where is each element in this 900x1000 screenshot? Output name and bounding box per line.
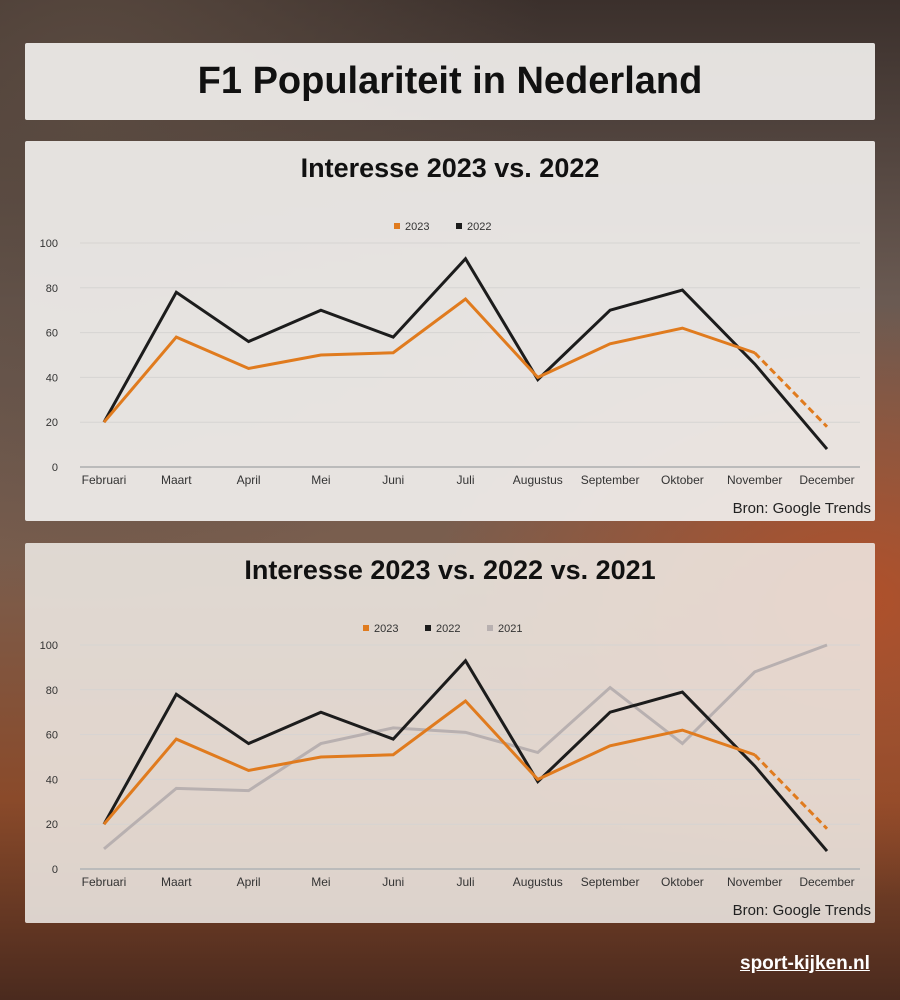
y-tick-label: 80 — [46, 685, 58, 697]
y-tick-label: 40 — [46, 774, 58, 786]
x-tick-label: September — [581, 473, 640, 487]
y-tick-label: 60 — [46, 730, 58, 742]
chart-title: Interesse 2023 vs. 2022 — [300, 153, 600, 183]
x-tick-label: Maart — [161, 473, 192, 487]
series-estimate-2023 — [753, 351, 829, 428]
series-estimate-2023 — [753, 753, 829, 830]
x-tick-label: Juni — [382, 473, 404, 487]
x-tick-label: November — [727, 875, 782, 889]
brand-logo[interactable]: sport-kijken.nl — [740, 953, 870, 974]
y-tick-label: 0 — [52, 864, 58, 876]
x-tick-label: Februari — [82, 875, 127, 889]
y-tick-label: 40 — [46, 372, 58, 384]
x-tick-label: Juli — [456, 875, 474, 889]
x-tick-label: Oktober — [661, 875, 704, 889]
series-line-2021 — [103, 643, 828, 850]
x-tick-label: November — [727, 473, 782, 487]
y-tick-label: 100 — [40, 640, 58, 652]
legend-label: 2023 — [374, 623, 398, 635]
legend-swatch — [394, 223, 400, 229]
series-line-2023 — [102, 296, 756, 424]
legend-label: 2023 — [405, 221, 429, 233]
x-tick-label: Juni — [382, 875, 404, 889]
x-tick-label: Mei — [311, 875, 330, 889]
chart-panel-2023-vs-2022: Interesse 2023 vs. 2022 0 20 40 60 80 100 Febr… — [25, 141, 875, 521]
x-tick-label: Oktober — [661, 473, 704, 487]
source-label: Bron: Google Trends — [732, 902, 871, 919]
legend-label: 2021 — [498, 623, 522, 635]
page-title: F1 Populariteit in Nederland — [197, 60, 703, 102]
title-banner: F1 Populariteit in Nederland — [25, 43, 875, 120]
y-tick-label: 0 — [52, 462, 58, 474]
y-tick-label: 60 — [46, 328, 58, 340]
y-tick-label: 100 — [40, 238, 58, 250]
x-tick-label: December — [799, 875, 854, 889]
y-tick-label: 80 — [46, 283, 58, 295]
line-chart: 0 20 40 60 80 100 Februari Maart April Mei Juni Jul… — [40, 221, 860, 487]
legend-swatch — [487, 625, 493, 631]
x-tick-label: Mei — [311, 473, 330, 487]
x-tick-label: Maart — [161, 875, 192, 889]
x-tick-label: September — [581, 875, 640, 889]
x-tick-label: Augustus — [513, 473, 563, 487]
line-chart: 0 20 40 60 80 100 Februari Maart April Mei Juni Jul… — [40, 623, 860, 889]
source-label: Bron: Google Trends — [732, 500, 871, 517]
chart-title: Interesse 2023 vs. 2022 vs. 2021 — [244, 555, 656, 585]
legend-swatch — [425, 625, 431, 631]
series-line-2023 — [102, 698, 756, 826]
legend-label: 2022 — [436, 623, 460, 635]
legend-swatch — [363, 625, 369, 631]
chart-panel-2023-vs-2022-vs-2021: Interesse 2023 vs. 2022 vs. 2021 0 20 40 60… — [25, 543, 875, 923]
x-tick-label: December — [799, 473, 854, 487]
legend-swatch — [456, 223, 462, 229]
x-tick-label: Juli — [456, 473, 474, 487]
y-tick-label: 20 — [46, 417, 58, 429]
x-tick-label: Augustus — [513, 875, 563, 889]
x-tick-label: April — [237, 875, 261, 889]
y-tick-label: 20 — [46, 819, 58, 831]
legend-label: 2022 — [467, 221, 491, 233]
x-tick-label: April — [237, 473, 261, 487]
x-tick-label: Februari — [82, 473, 127, 487]
